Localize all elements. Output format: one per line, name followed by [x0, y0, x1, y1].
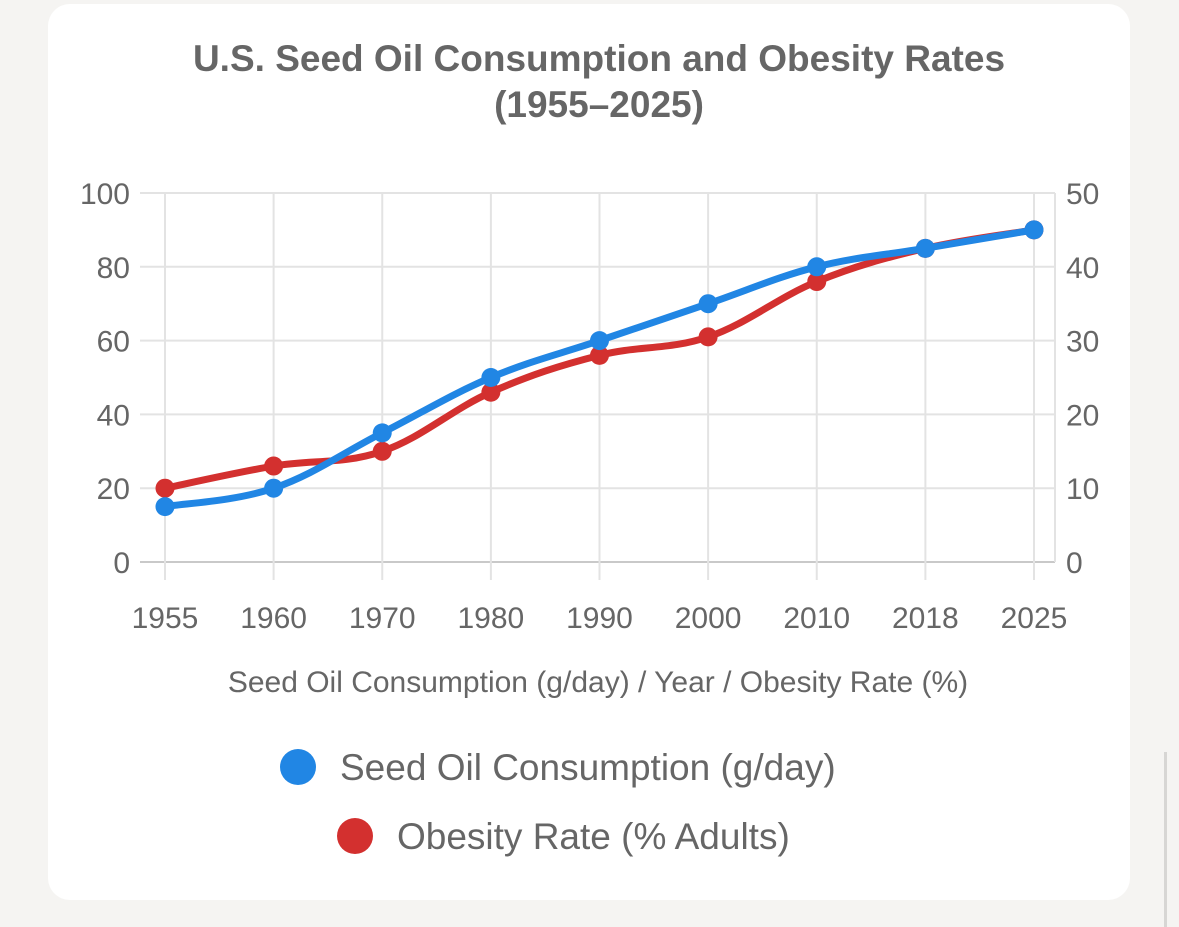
data-point [807, 257, 827, 277]
data-point [807, 272, 827, 292]
legend-label: Obesity Rate (% Adults) [397, 816, 790, 857]
data-point [264, 456, 284, 476]
y-axis-right: 0 10 20 30 40 50 [1066, 178, 1099, 580]
y-left-tick-label: 60 [97, 326, 130, 359]
data-point [372, 441, 392, 461]
y-left-tick-label: 20 [97, 473, 130, 506]
data-point [481, 368, 501, 387]
y-right-tick-label: 20 [1066, 399, 1099, 432]
y-left-tick-label: 0 [113, 547, 130, 580]
series-group [155, 220, 1044, 517]
legend: Seed Oil Consumption (g/day) Obesity Rate… [280, 747, 836, 857]
data-point [372, 423, 392, 443]
x-tick-label: 2000 [675, 602, 742, 635]
y-left-tick-label: 100 [80, 178, 130, 211]
y-left-tick-label: 40 [97, 399, 130, 432]
x-tick-label: 2010 [783, 602, 850, 635]
data-point [481, 382, 501, 402]
x-tick-label: 1980 [458, 602, 525, 635]
x-tick-label: 1990 [566, 602, 633, 635]
x-tick-label: 1955 [132, 602, 199, 635]
x-tick-label: 2018 [892, 602, 959, 635]
data-point [590, 331, 609, 351]
legend-label: Seed Oil Consumption (g/day) [340, 747, 836, 788]
y-right-tick-label: 50 [1066, 178, 1099, 211]
chart-title: U.S. Seed Oil Consumption and Obesity Ra… [48, 36, 1150, 128]
chart-card [48, 4, 1130, 900]
data-point [915, 238, 935, 258]
y-axis-left: 0 20 40 60 80 100 [80, 178, 130, 580]
scroll-edge [1164, 752, 1167, 927]
data-point [698, 327, 718, 347]
x-axis: 1955 1960 1970 1980 1990 2000 2010 2018 2025 [132, 602, 1068, 635]
series-seed-oil [155, 220, 1044, 517]
y-right-tick-label: 40 [1066, 252, 1099, 285]
y-right-tick-label: 10 [1066, 473, 1099, 506]
legend-swatch [337, 818, 373, 854]
chart-title-line2: (1955–2025) [494, 84, 704, 125]
data-point [590, 345, 609, 365]
legend-item[interactable]: Obesity Rate (% Adults) [337, 816, 790, 857]
x-axis-label: Seed Oil Consumption (g/day) / Year / Ob… [228, 666, 968, 699]
legend-swatch [280, 749, 316, 785]
data-point [155, 497, 175, 517]
data-point [155, 478, 175, 498]
x-tick-label: 1960 [240, 602, 307, 635]
y-left-tick-label: 80 [97, 252, 130, 285]
data-point [264, 478, 284, 498]
chart-title-line1: U.S. Seed Oil Consumption and Obesity Ra… [192, 38, 1006, 79]
y-right-tick-label: 30 [1066, 326, 1099, 359]
data-point [698, 294, 718, 314]
x-tick-label: 1970 [349, 602, 416, 635]
data-point [1024, 220, 1044, 240]
x-tick-label: 2025 [1001, 602, 1068, 635]
y-right-tick-label: 0 [1066, 547, 1083, 580]
legend-item[interactable]: Seed Oil Consumption (g/day) [280, 747, 836, 788]
